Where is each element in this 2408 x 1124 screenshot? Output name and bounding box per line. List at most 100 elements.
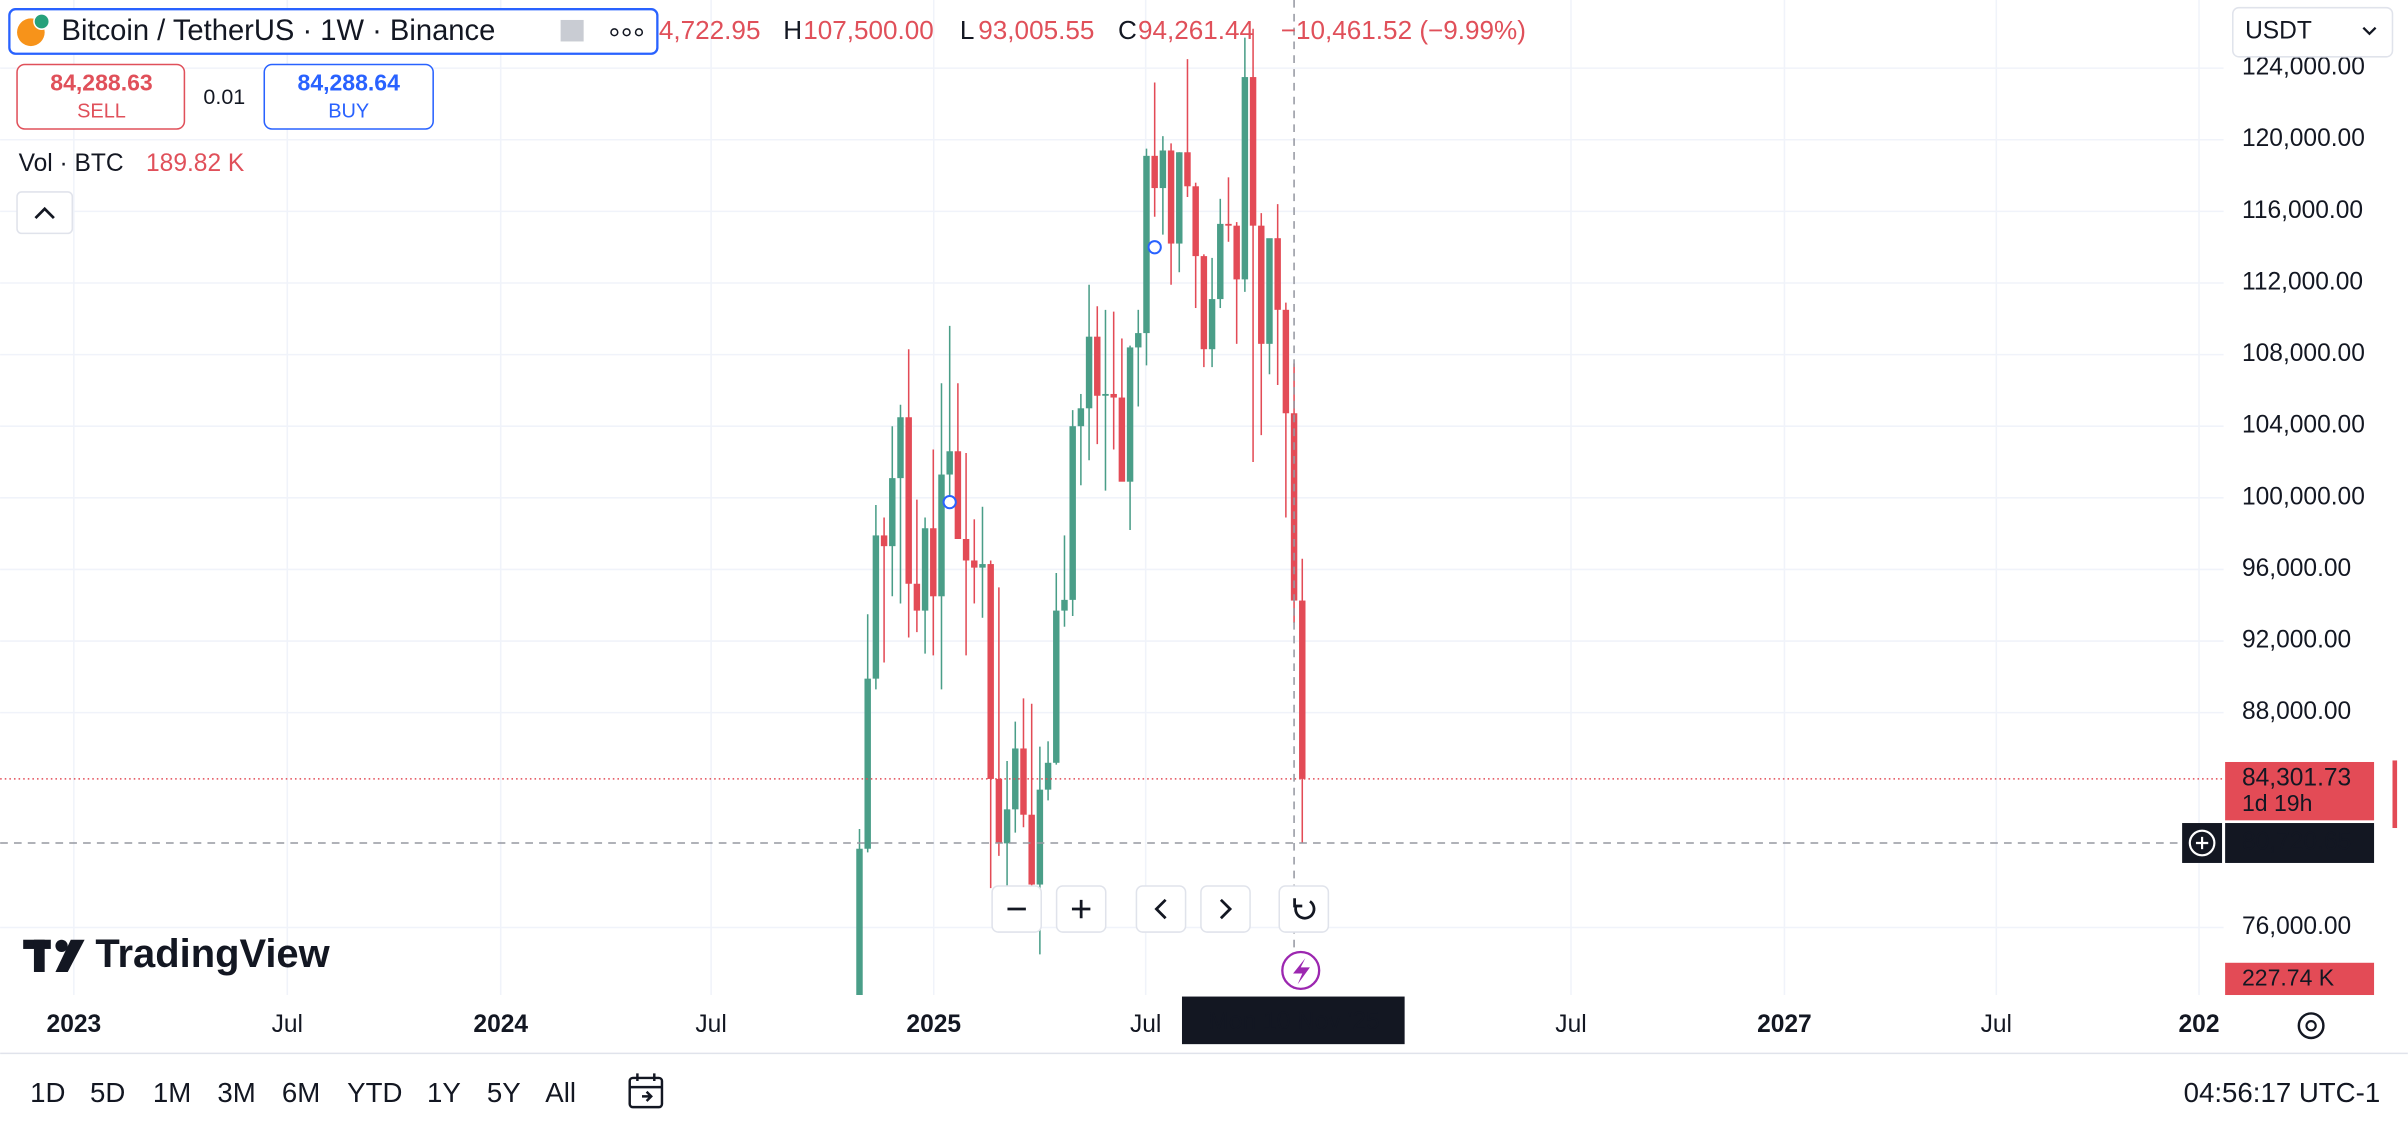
range-button[interactable]: 1Y <box>427 1077 461 1108</box>
time-label: Jul <box>695 1011 726 1038</box>
range-button[interactable]: 5D <box>90 1077 125 1108</box>
candle-body <box>1151 155 1158 189</box>
calendar-icon[interactable] <box>628 1073 664 1109</box>
candle-body <box>913 583 921 611</box>
candle-body <box>921 528 929 611</box>
range-button[interactable]: YTD <box>347 1077 402 1108</box>
candle-body <box>889 478 896 547</box>
settings-icon[interactable] <box>2297 1012 2325 1040</box>
price-label: 124,000.00 <box>2242 54 2365 81</box>
sell-label: SELL <box>77 100 126 122</box>
candle-body <box>946 451 953 475</box>
grid <box>0 0 2224 996</box>
price-label: 100,000.00 <box>2242 483 2365 510</box>
sell-button[interactable] <box>16 63 186 130</box>
time-label: 202 <box>2179 1011 2220 1038</box>
symbol: Bitcoin / TetherUS · 1W · Binance <box>62 15 496 47</box>
candle-body <box>1159 150 1167 189</box>
candle-body <box>1274 238 1281 310</box>
nav-controls <box>991 885 1330 933</box>
candle-body <box>995 778 1003 844</box>
currency: USDT <box>2245 18 2312 45</box>
price-label: 112,000.00 <box>2242 268 2363 295</box>
last-price-tag <box>2225 761 2375 821</box>
candle-body <box>880 535 888 547</box>
scroll-left[interactable] <box>1135 885 1187 933</box>
price-label: 92,000.00 <box>2242 627 2351 654</box>
candle-body <box>938 474 945 597</box>
high-label: H <box>783 15 802 45</box>
candle-body <box>1077 408 1085 427</box>
chevron-up <box>34 206 55 220</box>
collapse-button[interactable] <box>16 191 74 235</box>
candle-body <box>1143 155 1150 334</box>
range-button[interactable]: 3M <box>217 1077 255 1108</box>
logo: TradingView <box>95 932 330 976</box>
low-label: L <box>960 15 975 45</box>
buy-button[interactable] <box>263 63 434 130</box>
flag-icon[interactable] <box>560 19 584 42</box>
candle-body <box>1233 225 1240 280</box>
overlay: 2023 Jul 2024 Jul 2025 Jul Jul 2027 Jul 202 124,00… <box>0 0 2398 1045</box>
open-value: 4,722.95 <box>659 15 761 45</box>
price-scale-marker <box>2392 760 2398 829</box>
chevron-down <box>2362 26 2377 36</box>
price-label: 96,000.00 <box>2242 555 2351 582</box>
candle-body <box>1241 77 1249 280</box>
more-icon[interactable] <box>610 28 644 37</box>
high-value: 107,500.00 <box>803 15 934 45</box>
price-label: 88,000.00 <box>2242 698 2351 725</box>
volume-value: 189.82 K <box>146 150 245 177</box>
range-button[interactable]: 5Y <box>487 1077 521 1108</box>
candle-body <box>971 560 978 568</box>
candle-body <box>979 564 986 568</box>
candle-body <box>1249 77 1257 226</box>
candle-body <box>1085 336 1093 409</box>
last-price: 84,301.73 <box>2242 764 2351 791</box>
time-label: 2024 <box>473 1011 528 1038</box>
time-label: Jul <box>272 1011 303 1038</box>
logo-icon <box>23 939 85 972</box>
clock: 04:56:17 UTC-1 <box>2184 1077 2381 1108</box>
candle-body <box>1192 186 1199 257</box>
crosshair-price: 80,720.65 <box>2242 828 2351 855</box>
candle-body <box>1102 393 1109 396</box>
candle-body <box>930 528 937 597</box>
candle-body <box>1044 762 1052 790</box>
volume-tag-label: 227.74 K <box>2242 965 2335 991</box>
candles <box>856 28 1306 996</box>
candle-body <box>1020 748 1027 815</box>
time-label: 2023 <box>47 1011 102 1038</box>
change-value: −10,461.52 (−9.99%) <box>1281 15 1526 45</box>
candle-body <box>1126 347 1134 482</box>
volume-tag <box>2225 962 2375 996</box>
range-button[interactable]: All <box>545 1077 576 1108</box>
nav-icons <box>1007 898 1316 920</box>
range-button[interactable]: 1D <box>30 1077 65 1108</box>
time-label: Jul <box>1130 1011 1161 1038</box>
candle-body <box>872 535 880 679</box>
time-label: Jul <box>1981 1011 2012 1038</box>
symbol-box[interactable] <box>8 8 659 55</box>
candle-body <box>962 538 970 561</box>
reset-chart[interactable] <box>1278 885 1330 933</box>
sell-price: 84,288.63 <box>50 70 152 96</box>
time-label: 2027 <box>1757 1011 1812 1038</box>
range-button[interactable]: 1M <box>153 1077 191 1108</box>
time-label: Jul <box>1555 1011 1586 1038</box>
candle-body <box>1217 223 1224 300</box>
low-value: 93,005.55 <box>978 15 1094 45</box>
range-button[interactable]: 6M <box>282 1077 320 1108</box>
candle-body <box>1028 814 1035 885</box>
currency-select[interactable] <box>2232 6 2394 58</box>
candle-body <box>1299 600 1306 779</box>
candle-body <box>1094 336 1101 396</box>
add-alert-icon <box>2188 829 2216 857</box>
candle-body <box>1258 225 1265 344</box>
scroll-right[interactable] <box>1200 885 1251 933</box>
candle-body <box>905 417 912 584</box>
candle-body <box>1200 256 1208 350</box>
candle-body <box>1282 309 1290 414</box>
candle-body <box>987 564 994 779</box>
